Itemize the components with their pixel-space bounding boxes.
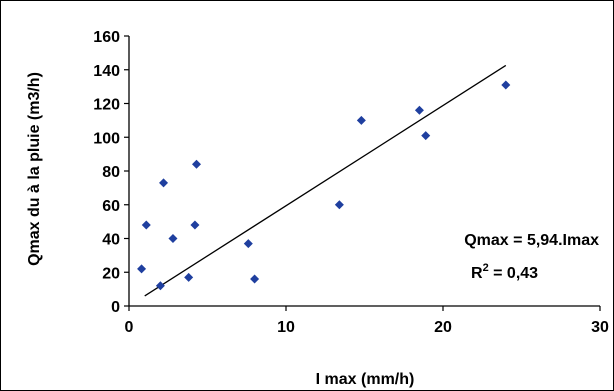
x-tick-label: 0: [125, 319, 134, 336]
data-point: [168, 234, 178, 243]
plot-area: 0 20 40 60 80 100 120 140 160 0 10 20 30: [93, 29, 609, 336]
data-point: [155, 281, 165, 291]
equation-label: Qmax = 5,94.Imax: [464, 232, 599, 249]
data-point: [190, 220, 200, 230]
y-tick-label: 60: [102, 198, 120, 215]
r-squared-label: R2 = 0,43: [471, 262, 538, 282]
data-point: [421, 131, 431, 141]
r-squared-prefix: R: [471, 265, 483, 282]
y-tick-label: 20: [102, 265, 120, 282]
data-point: [137, 264, 147, 274]
data-point: [250, 274, 260, 284]
data-point: [414, 105, 424, 115]
data-point: [184, 272, 194, 282]
y-tick-label: 160: [93, 29, 120, 46]
y-tick-label: 140: [93, 63, 120, 80]
trendline: [144, 64, 507, 297]
y-tick-label: 80: [102, 164, 120, 181]
trendline-layer: [144, 64, 507, 297]
x-tick-label: 10: [277, 319, 295, 336]
data-points: [137, 80, 511, 291]
x-axis-title: I max (mm/h): [316, 371, 415, 388]
r-squared-value: = 0,43: [489, 265, 538, 282]
x-tick-label: 30: [591, 319, 609, 336]
y-tick-label: 100: [93, 130, 120, 147]
y-tick-label: 40: [102, 232, 120, 249]
data-point: [159, 178, 169, 188]
r-squared-superscript: 2: [483, 262, 489, 274]
data-point: [141, 220, 151, 230]
data-point: [356, 115, 366, 125]
y-tick-label: 0: [111, 299, 120, 316]
data-point: [243, 239, 253, 249]
x-tick-label: 20: [434, 319, 452, 336]
y-tick-label: 120: [93, 97, 120, 114]
y-axis-title: Qmax du à la pluie (m3/h): [26, 72, 43, 266]
data-point: [501, 80, 511, 90]
data-point: [334, 200, 344, 210]
data-point: [192, 159, 202, 169]
